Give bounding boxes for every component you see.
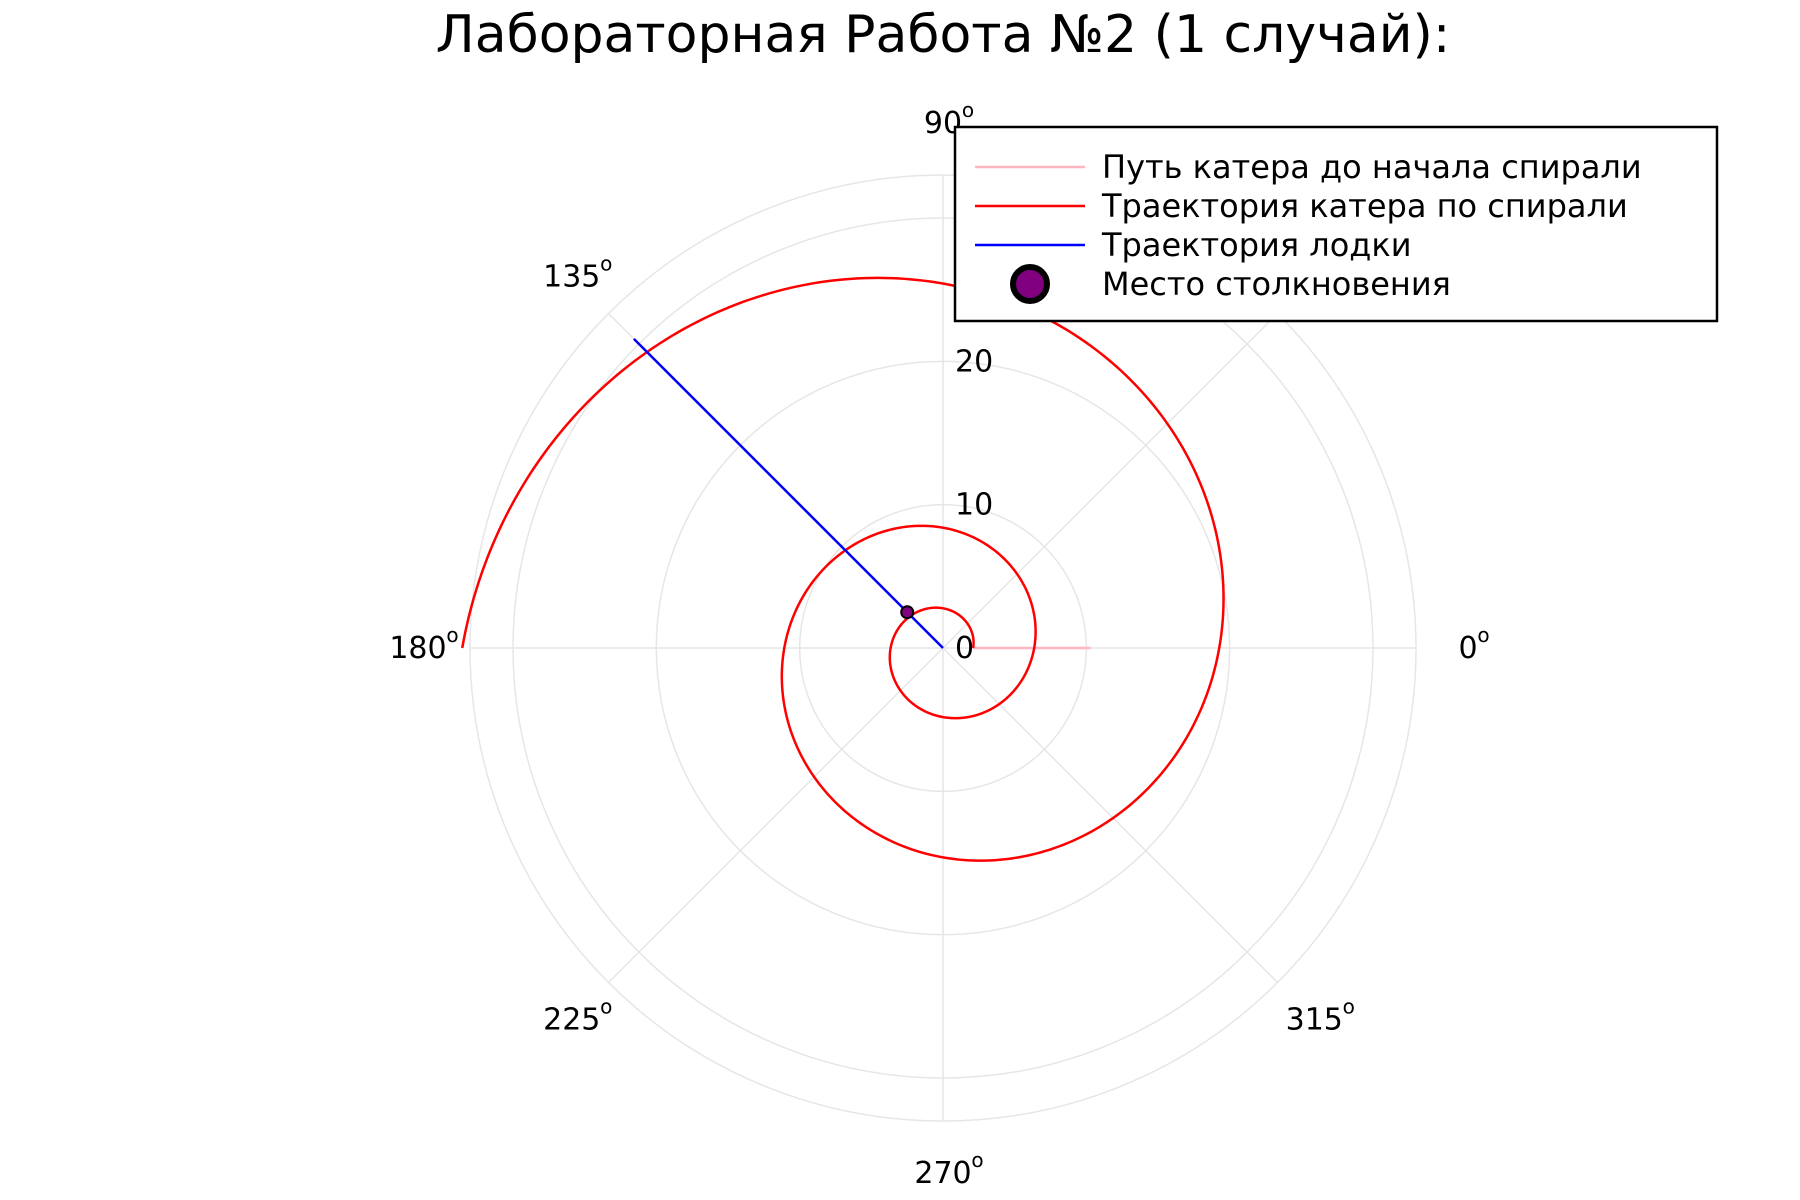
series-spiral-trajectory [460,276,1225,862]
angular-tick-label: 0 [1458,631,1477,666]
angular-grid-line [942,647,1278,983]
degree-mark: o [446,623,458,647]
series-layer [460,276,1225,862]
degree-mark: o [600,252,612,276]
legend: Путь катера до начала спиралиТраектория … [953,125,1719,323]
chart-title: Лабораторная Работа №2 (1 случай): [436,5,1451,65]
degree-mark: o [1343,994,1355,1018]
legend-marker-collision [1010,264,1050,304]
angular-grid-line [942,313,1278,649]
legend-label: Траектория лодки [1101,226,1412,264]
radial-tick-label: 0 [955,631,974,666]
degree-mark: o [600,994,612,1018]
series-boat-trajectory [632,337,944,649]
legend-label: Траектория катера по спирали [1101,187,1628,225]
angular-tick-label: 315 [1286,1002,1343,1037]
radial-tick-label: 20 [955,344,993,379]
legend-label: Место столкновения [1102,265,1451,303]
angular-tick-label: 180 [389,631,446,666]
degree-mark: o [1477,623,1489,647]
angular-tick-label: 135 [543,260,600,295]
radial-tick-label: 10 [955,488,993,523]
legend-box [953,125,1719,323]
degree-mark: o [962,98,974,122]
degree-mark: o [971,1148,983,1172]
collision-point-marker [900,605,915,620]
angular-tick-label: 270 [914,1156,971,1191]
legend-label: Путь катера до начала спирали [1102,148,1642,186]
angular-grid-line [608,647,944,983]
angular-tick-label: 225 [543,1002,600,1037]
angular-tick-labels: 0o45o90o135o180o225o270o315o [389,98,1489,1191]
